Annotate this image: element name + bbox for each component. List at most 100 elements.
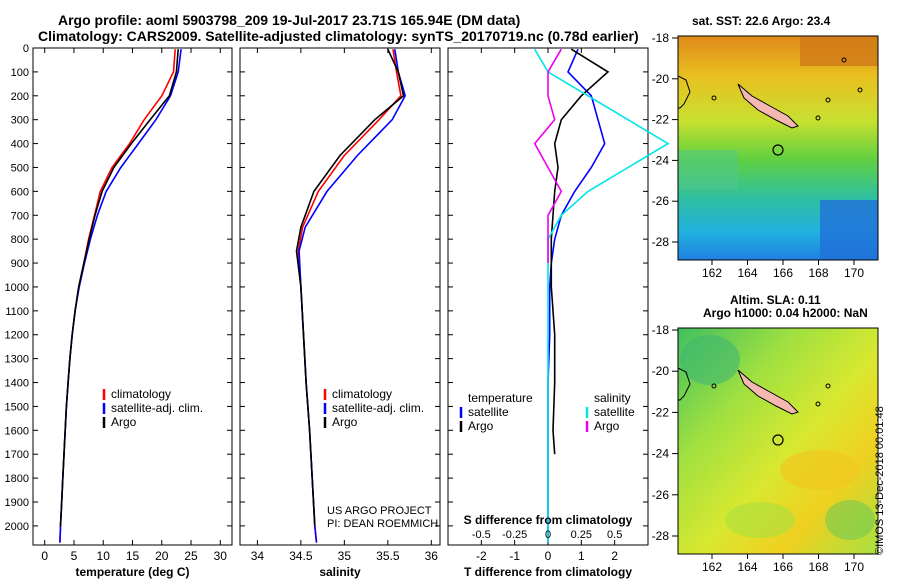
- credit-line2: PI: DEAN ROEMMICH: [327, 518, 439, 530]
- y-tick-label: 1600: [5, 425, 29, 437]
- y-tick-label: 700: [11, 210, 29, 222]
- map-lat-tick-label: -24: [652, 447, 670, 461]
- y-tick-label: 200: [11, 91, 29, 103]
- map-lat-tick-label: -20: [652, 364, 670, 378]
- sst-map: [678, 36, 878, 260]
- map-lon-tick-label: 166: [773, 560, 793, 574]
- difference-plot: -2 -1 0 1 2 T difference from climatology temp…: [447, 47, 670, 579]
- map-lat-tick-label: -28: [652, 235, 670, 249]
- argo-position-marker: [772, 144, 784, 156]
- map-lon-tick-label: 170: [844, 266, 864, 280]
- sst-map-title: sat. SST: 22.6 Argo: 23.4: [692, 14, 831, 28]
- map-lat-tick-label: -26: [652, 488, 670, 502]
- x-tick-label: 1: [578, 549, 585, 563]
- y-tick-label: 1300: [5, 354, 29, 366]
- y-tick-label: 100: [11, 67, 29, 79]
- legend-label: satellite: [594, 405, 635, 419]
- y-tick-label: 1500: [5, 401, 29, 413]
- y-tick-label: 2000: [5, 521, 29, 533]
- x-tick-label: 20: [155, 549, 169, 563]
- y-tick-label: 1900: [5, 497, 29, 509]
- timestamp: ©IMOS 13-Dec-2018 00:01:48: [874, 406, 886, 555]
- map-lon-tick-label: 164: [737, 266, 757, 280]
- y-tick-label: 300: [11, 115, 29, 127]
- x-tick-label: 25: [184, 549, 198, 563]
- map-lon-tick-label: 168: [808, 266, 828, 280]
- map-lat-tick-label: -24: [652, 153, 670, 167]
- x-tick-label: 36: [425, 549, 439, 563]
- map-lon-tick-label: 162: [702, 266, 722, 280]
- map-lon-tick-label: 162: [702, 560, 722, 574]
- legend-label: Argo: [111, 415, 137, 429]
- y-tick-label: 1000: [5, 282, 29, 294]
- legend-label: Argo: [332, 415, 358, 429]
- temperature-plot: 0100200300400500600700800900100011001200…: [5, 43, 233, 579]
- y-tick-label: 0: [23, 43, 29, 55]
- legend-label: climatology: [111, 387, 171, 401]
- x-axis-label: salinity: [319, 565, 361, 579]
- secondary-x-axis-label: S difference from climatology: [464, 513, 633, 527]
- credit-line1: US ARGO PROJECT: [327, 505, 432, 517]
- map-lat-tick-label: -22: [652, 405, 670, 419]
- secondary-x-tick-label: 0.5: [607, 529, 622, 541]
- y-tick-label: 1100: [5, 306, 29, 318]
- x-tick-label: 15: [126, 549, 140, 563]
- secondary-x-tick-label: 0.25: [571, 529, 592, 541]
- legend-label: satellite: [468, 405, 509, 419]
- secondary-x-tick-label: -0.5: [472, 529, 491, 541]
- legend-label: Argo: [594, 419, 620, 433]
- legend-title: temperature: [468, 391, 533, 405]
- x-tick-label: 35: [338, 549, 352, 563]
- y-tick-label: 1200: [5, 330, 29, 342]
- y-tick-label: 600: [11, 186, 29, 198]
- map-lat-tick-label: -26: [652, 194, 670, 208]
- x-tick-label: 0: [545, 549, 552, 563]
- legend-title: salinity: [594, 391, 631, 405]
- new-caledonia-island-sla: [737, 369, 799, 415]
- y-tick-label: 1700: [5, 449, 29, 461]
- map-lat-tick-label: -28: [652, 529, 670, 543]
- series-line-black: [295, 48, 405, 526]
- series-line-magenta: [533, 48, 563, 263]
- x-tick-label: 35.5: [376, 549, 400, 563]
- map-lon-tick-label: 164: [737, 560, 757, 574]
- argo-position-marker-sla: [772, 434, 784, 446]
- legend-label: Argo: [468, 419, 494, 433]
- salinity-plot: 34 34.5 35 35.5 36 salinity climatologysatelli…: [239, 47, 441, 579]
- x-tick-label: -2: [476, 549, 487, 563]
- australia-coast: [678, 75, 691, 109]
- sla-map-title-line2: Argo h1000: 0.04 h2000: NaN: [703, 306, 868, 320]
- map-lat-tick-label: -20: [652, 72, 670, 86]
- legend-label: satellite-adj. clim.: [332, 401, 424, 415]
- x-tick-label: 0: [41, 549, 48, 563]
- secondary-x-tick-label: -0.25: [502, 529, 527, 541]
- secondary-x-tick-label: 0: [545, 529, 551, 541]
- australia-coast-sla: [678, 367, 691, 401]
- new-caledonia-island: [737, 83, 799, 129]
- x-axis-label: temperature (deg C): [75, 565, 189, 579]
- map-lat-tick-label: -18: [652, 31, 670, 45]
- sla-map-title-line1: Altim. SLA: 0.11: [730, 293, 821, 307]
- map-lat-tick-label: -22: [652, 113, 670, 127]
- plot-frame: [239, 47, 441, 546]
- chart-title-line1: Argo profile: aoml 5903798_209 19-Jul-20…: [58, 12, 521, 28]
- y-tick-label: 400: [11, 139, 29, 151]
- x-tick-label: 34: [251, 549, 265, 563]
- y-tick-label: 1400: [5, 378, 29, 390]
- map-lon-tick-label: 166: [773, 266, 793, 280]
- legend-label: satellite-adj. clim.: [111, 401, 203, 415]
- map-lon-tick-label: 168: [808, 560, 828, 574]
- y-tick-label: 900: [11, 258, 29, 270]
- series-line-cyan: [534, 48, 670, 543]
- x-tick-label: 10: [97, 549, 111, 563]
- y-tick-label: 1800: [5, 473, 29, 485]
- series-line-black: [59, 49, 179, 526]
- x-tick-label: 5: [71, 549, 78, 563]
- x-tick-label: 30: [214, 549, 228, 563]
- map-lon-tick-label: 170: [844, 560, 864, 574]
- map-lat-tick-label: -18: [652, 323, 670, 337]
- x-axis-label: T difference from climatology: [464, 565, 632, 579]
- x-tick-label: 34.5: [289, 549, 313, 563]
- x-tick-label: 2: [611, 549, 618, 563]
